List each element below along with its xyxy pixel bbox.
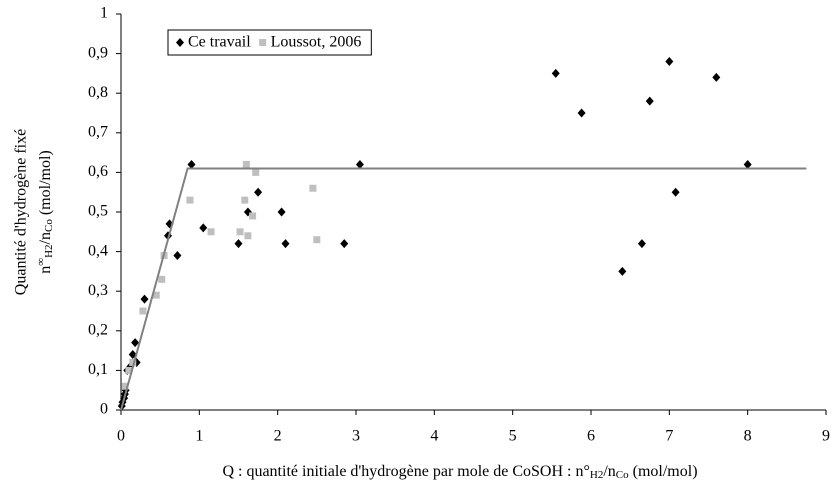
diamond-marker (637, 239, 646, 249)
x-tick-label: 6 (587, 428, 595, 445)
y-tick-label: 0 (100, 401, 108, 418)
y-tick-label: 1 (100, 5, 108, 22)
y-tick-label: 0,6 (88, 163, 108, 180)
y-tick-label: 0,8 (88, 84, 108, 101)
diamond-marker (577, 108, 586, 118)
square-marker (158, 275, 166, 283)
square-marker (186, 196, 194, 204)
y-tick-label: 0,4 (88, 242, 108, 259)
diamond-marker (671, 187, 680, 197)
diamond-marker (254, 187, 263, 197)
diamond-marker (551, 68, 560, 78)
x-tick-label: 1 (195, 428, 203, 445)
diamond-marker (743, 159, 752, 169)
x-tick-label: 9 (822, 428, 830, 445)
square-marker (241, 196, 249, 204)
x-tick-label: 3 (352, 428, 360, 445)
square-marker (259, 39, 267, 46)
y-label-sub: Co (43, 219, 55, 232)
x-tick-label: 4 (430, 428, 438, 445)
diamond-marker (131, 338, 140, 348)
y-label-part: /n (37, 232, 54, 244)
square-marker (313, 236, 321, 244)
diamond-marker (187, 159, 196, 169)
square-marker (244, 232, 252, 240)
diamond-marker (645, 96, 654, 106)
diamond-marker (665, 57, 674, 67)
x-label-part: (mol/mol) (629, 463, 698, 480)
square-marker (129, 358, 137, 366)
diamond-marker (340, 239, 349, 249)
y-axis-label: n∞H2/nCo (mol/mol) (35, 150, 55, 273)
x-label-sub: H2 (590, 469, 603, 481)
square-marker (252, 168, 260, 176)
y-tick-label: 0,7 (88, 123, 108, 140)
x-tick-label: 2 (274, 428, 282, 445)
x-label-sub: Co (616, 469, 629, 481)
diamond-marker (281, 239, 290, 249)
y-tick-label: 0,1 (88, 361, 108, 378)
y-label-sub: H2 (43, 244, 55, 257)
x-tick-label: 8 (744, 428, 752, 445)
square-marker (121, 382, 129, 390)
diamond-marker (176, 38, 184, 47)
y-label-part: (mol/mol) (37, 150, 54, 219)
square-marker (125, 366, 133, 374)
square-marker (249, 212, 257, 220)
diamond-marker (712, 72, 721, 82)
legend-label: Ce travail (188, 34, 251, 51)
y-label-sup: ∞ (35, 258, 47, 266)
diamond-marker (618, 266, 627, 276)
y-tick-label: 0,9 (88, 44, 108, 61)
x-tick-label: 5 (509, 428, 517, 445)
diamond-marker (173, 251, 182, 261)
diamond-marker (199, 223, 208, 233)
x-label-part: Q : quantité initiale d'hydrogène par mo… (222, 463, 589, 480)
fit-line (120, 167, 807, 411)
square-marker (242, 160, 250, 168)
square-marker (236, 228, 244, 236)
y-tick-label: 0,5 (88, 203, 108, 220)
x-tick-label: 7 (665, 428, 673, 445)
diamond-marker (234, 239, 243, 249)
square-marker (152, 291, 160, 299)
y-label-part: n (37, 266, 54, 274)
square-marker (309, 184, 317, 192)
square-marker (139, 307, 147, 315)
x-label-part: /n (603, 463, 615, 480)
diamond-marker (277, 207, 286, 217)
y-tick-label: 0,3 (88, 282, 108, 299)
diamond-marker (140, 294, 149, 304)
square-marker (207, 228, 215, 236)
diamond-marker (355, 159, 364, 169)
legend-box (167, 29, 372, 56)
x-tick-label: 0 (117, 428, 125, 445)
y-tick-label: 0,2 (88, 321, 108, 338)
y-axis-label: Quantité d'hydrogène fixé (13, 129, 30, 295)
legend-label: Loussot, 2006 (271, 34, 362, 51)
x-axis-label: Q : quantité initiale d'hydrogène par mo… (222, 463, 697, 481)
